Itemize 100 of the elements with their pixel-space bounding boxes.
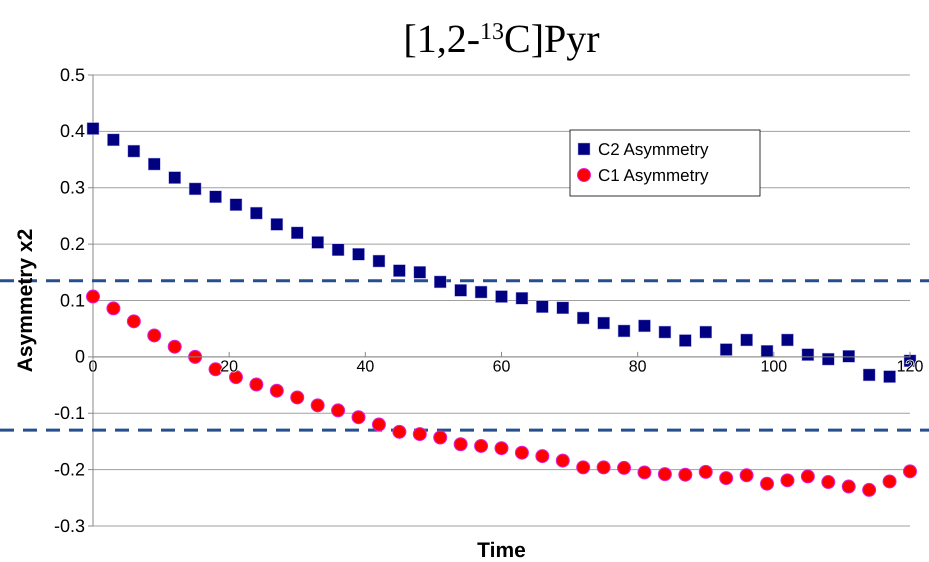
point — [638, 320, 651, 332]
x-tick-label: 20 — [220, 358, 238, 376]
point — [208, 362, 223, 376]
point — [393, 264, 406, 277]
point — [392, 424, 406, 439]
point — [514, 446, 529, 460]
point — [740, 468, 754, 482]
point — [168, 171, 181, 184]
point — [576, 312, 590, 324]
point — [740, 334, 753, 346]
point — [780, 473, 794, 488]
point — [760, 344, 774, 358]
y-tick-label: 0.3 — [60, 178, 85, 198]
point — [495, 290, 508, 303]
point — [454, 437, 468, 452]
point — [862, 368, 876, 382]
point — [433, 430, 448, 444]
point — [781, 334, 794, 346]
point — [556, 302, 570, 314]
point — [168, 340, 182, 354]
chart-title: [1,2-$^{13}$C]Pyr — [403, 16, 600, 61]
point — [882, 474, 897, 488]
point — [372, 418, 386, 432]
point — [147, 328, 162, 342]
point — [454, 284, 467, 297]
point — [126, 314, 141, 328]
x-tick-label: 120 — [896, 358, 924, 376]
point — [86, 122, 100, 135]
point — [658, 467, 672, 482]
point — [311, 236, 324, 249]
point — [331, 403, 346, 418]
x-tick-label: 40 — [356, 358, 374, 376]
point — [270, 218, 284, 231]
legend-label: C1 Asymmetry — [598, 166, 710, 185]
point — [800, 469, 815, 484]
point — [412, 427, 427, 442]
point — [903, 464, 917, 478]
point — [128, 144, 140, 158]
point — [637, 465, 652, 480]
point — [332, 244, 344, 256]
point — [535, 449, 550, 464]
point — [679, 334, 692, 347]
point — [148, 158, 161, 170]
point — [842, 350, 855, 363]
point — [250, 206, 263, 220]
point — [596, 460, 611, 474]
y-tick-label: 0.1 — [60, 290, 85, 310]
point — [372, 254, 386, 268]
point — [618, 324, 630, 338]
point — [842, 480, 856, 494]
point — [352, 248, 365, 261]
x-tick-label: 60 — [492, 358, 510, 376]
point — [270, 384, 284, 398]
point — [802, 348, 814, 361]
point — [720, 343, 732, 356]
point — [862, 482, 876, 497]
point — [700, 326, 712, 338]
point — [107, 134, 120, 146]
x-tick-label: 0 — [88, 358, 98, 376]
y-tick-label: -0.1 — [54, 403, 85, 424]
point — [494, 441, 508, 456]
legend-label: C2 Asymmetry — [598, 140, 710, 159]
point — [883, 370, 896, 383]
point — [474, 438, 488, 453]
point — [414, 266, 426, 279]
point — [209, 190, 222, 204]
y-tick-label: -0.2 — [54, 459, 85, 480]
point — [536, 300, 549, 313]
point — [556, 454, 570, 468]
x-axis-title: Time — [477, 539, 526, 562]
point — [188, 182, 202, 196]
point — [434, 276, 446, 288]
x-tick-label: 100 — [760, 358, 788, 376]
x-tick-label: 80 — [628, 358, 647, 376]
point — [658, 326, 672, 338]
point — [228, 370, 243, 384]
point — [597, 316, 610, 330]
point — [516, 292, 528, 304]
y-tick-label: -0.3 — [54, 516, 85, 536]
point — [291, 226, 304, 240]
y-tick-label: 0.5 — [60, 64, 85, 85]
y-axis-title: Asymmetry x2 — [14, 228, 37, 372]
point — [352, 410, 366, 424]
y-tick-label: 0.2 — [60, 234, 85, 254]
point — [188, 350, 202, 364]
point — [290, 390, 304, 404]
point — [310, 398, 325, 412]
point — [106, 301, 120, 316]
point — [230, 198, 242, 211]
point — [474, 286, 488, 298]
point — [821, 475, 836, 490]
point — [86, 290, 100, 304]
point — [576, 460, 590, 474]
point — [719, 471, 734, 486]
y-tick-label: 0.4 — [60, 121, 85, 142]
point — [249, 378, 264, 392]
point — [617, 460, 632, 475]
point — [822, 352, 835, 366]
point — [678, 468, 692, 482]
point — [698, 464, 713, 479]
